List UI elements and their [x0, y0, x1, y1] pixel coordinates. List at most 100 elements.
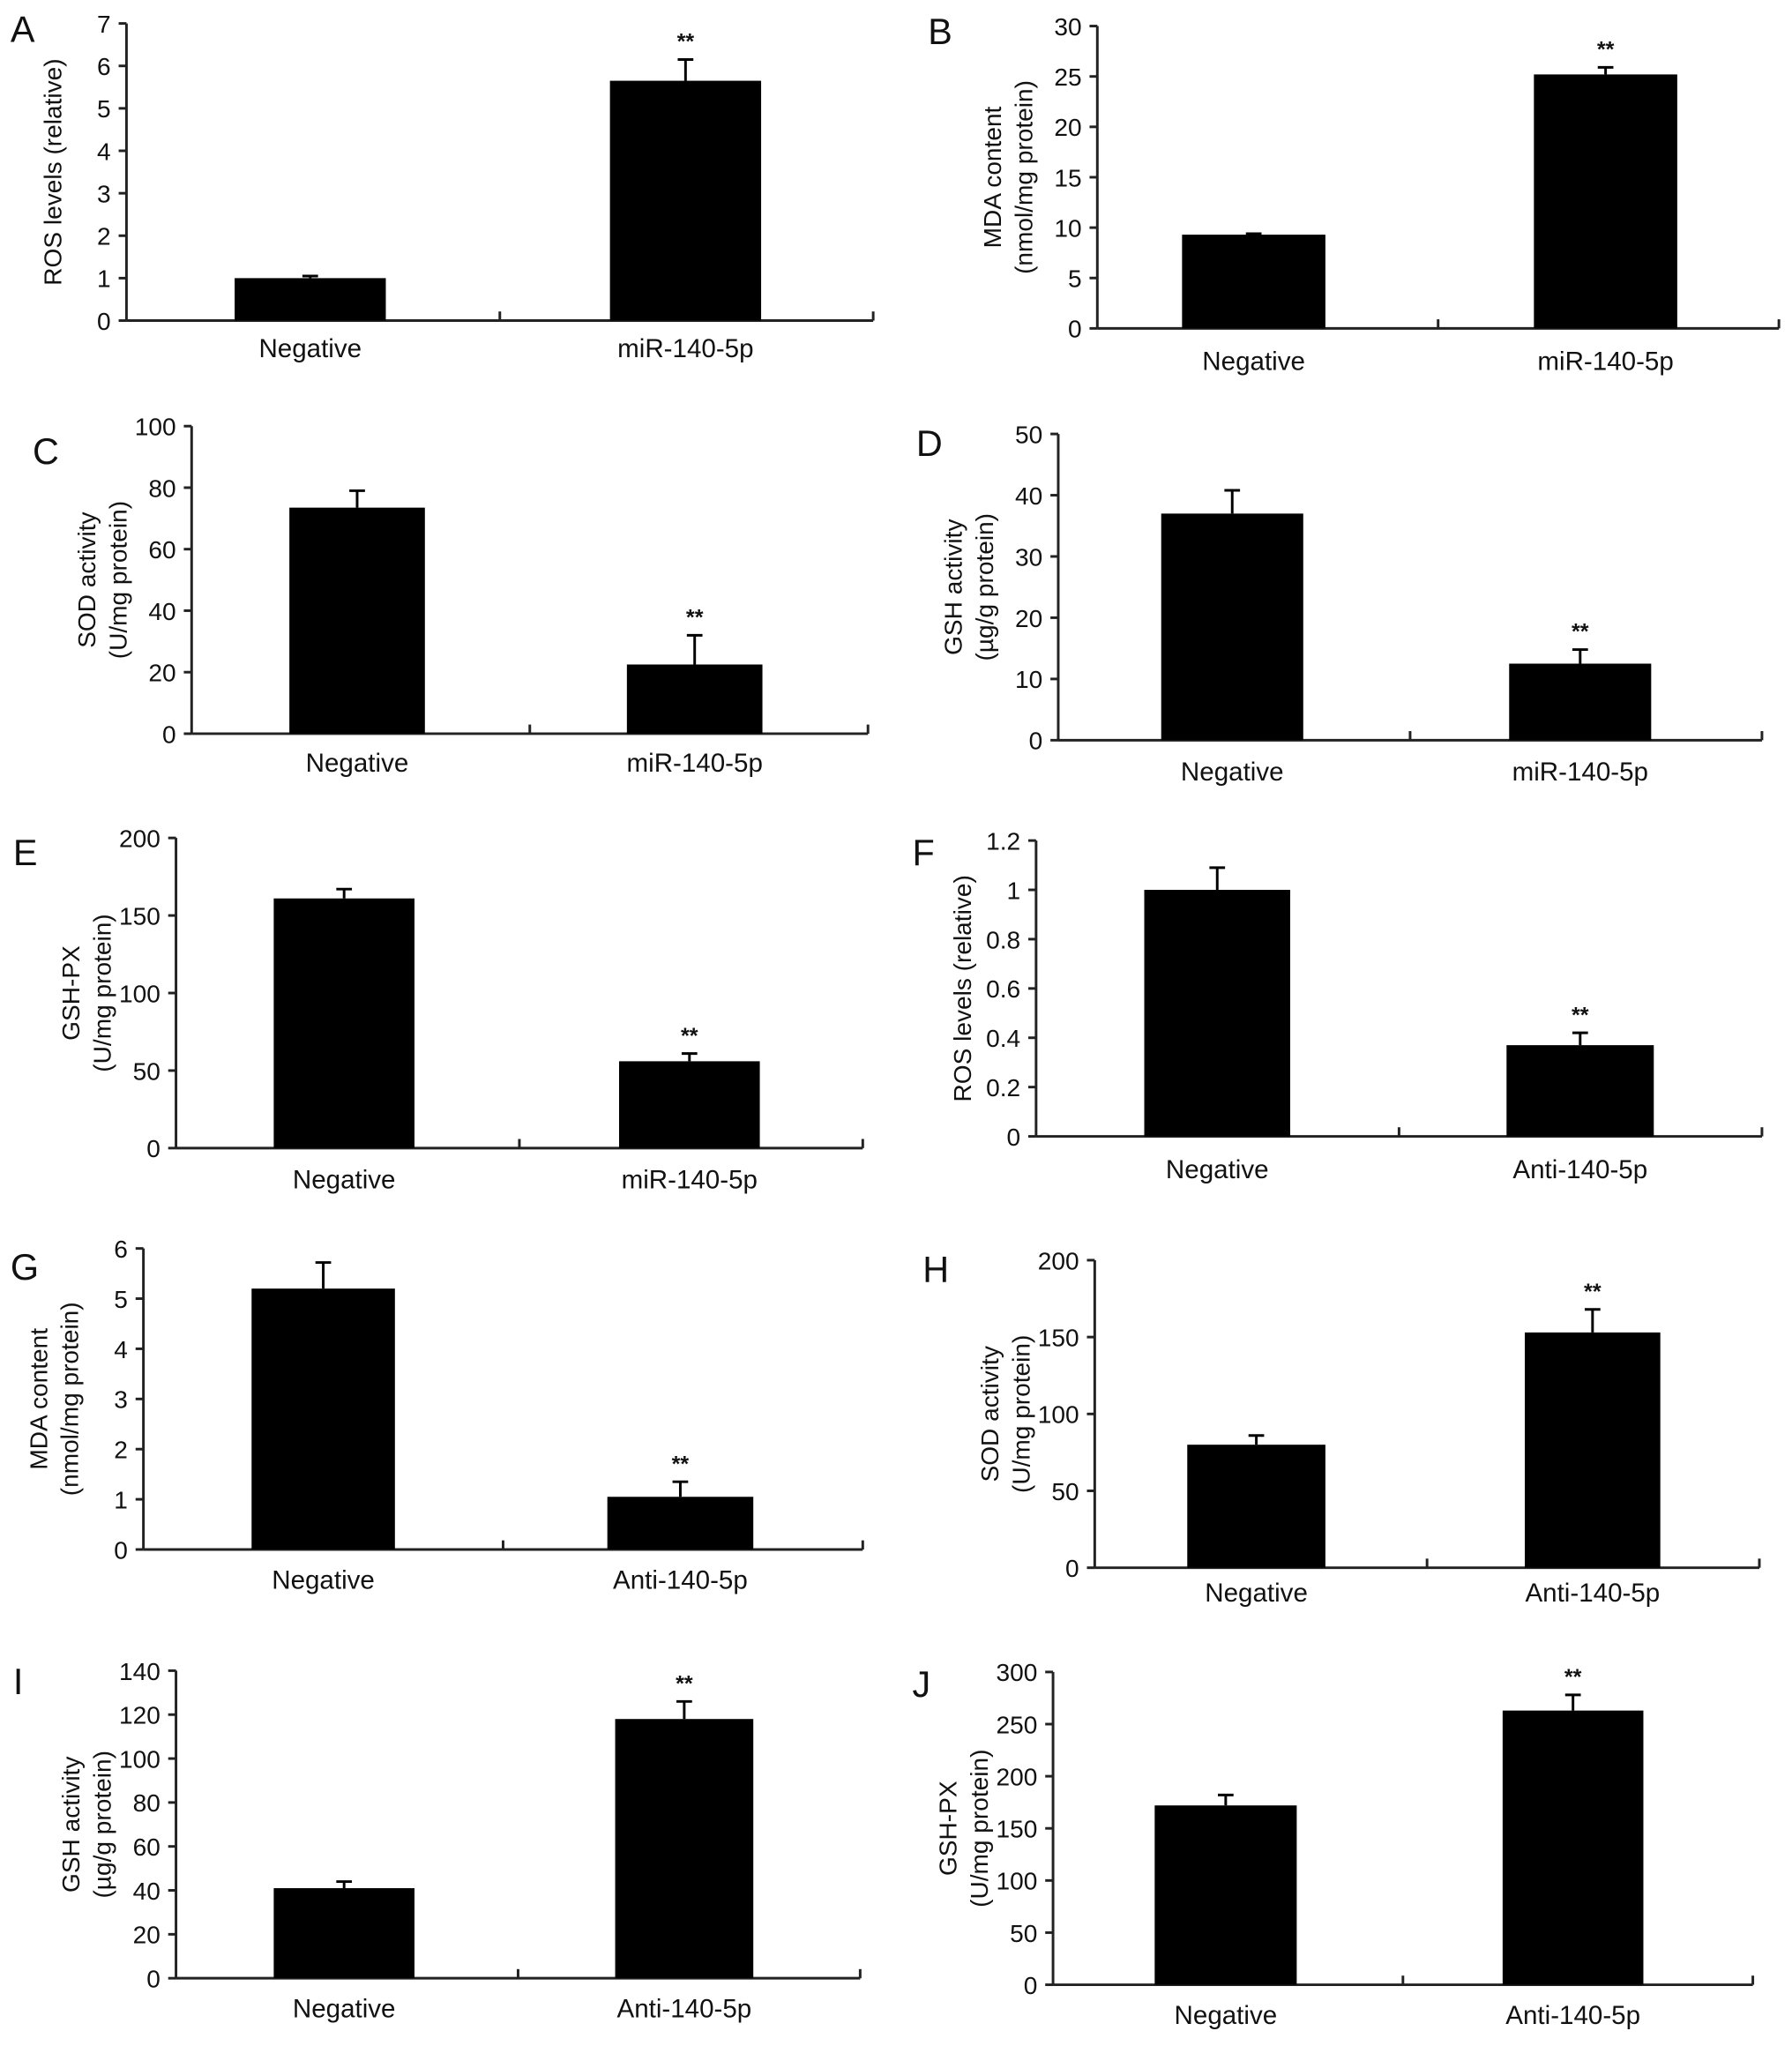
y-tick-label: 4: [97, 138, 111, 165]
y-tick-label: 100: [997, 1868, 1038, 1895]
bar-negative: [1144, 890, 1291, 1137]
bar-negative: [1154, 1805, 1297, 1985]
bar-anti-140-5p: [1506, 1045, 1654, 1137]
panel-letter: C: [33, 431, 59, 472]
y-tick-label: 100: [1038, 1401, 1079, 1429]
y-tick-label: 4: [114, 1336, 128, 1363]
category-label: Anti-140-5p: [1512, 1155, 1647, 1184]
category-label: Negative: [293, 1994, 396, 2023]
panel-f: F 0 0.2 0.4 0.6 0.8 1 1.2 ROS levels (relative) N…: [912, 827, 1764, 1184]
category-label: Anti-140-5p: [616, 1994, 751, 2023]
significance-marker: **: [1572, 1003, 1589, 1027]
category-label: Negative: [293, 1166, 396, 1195]
panel-letter: A: [11, 9, 35, 49]
panel-letter: E: [13, 833, 38, 873]
significance-marker: **: [677, 30, 695, 55]
y-tick-label: 80: [133, 1789, 161, 1817]
bar-mir-140-5p: [1534, 74, 1677, 329]
y-tick-label: 0: [114, 1536, 128, 1564]
y-tick-label: 25: [1054, 63, 1081, 91]
y-tick-label: 40: [1015, 482, 1042, 510]
y-axis-label: (nmol/mg protein): [1010, 80, 1037, 274]
y-tick-label: 20: [1054, 114, 1081, 141]
y-tick-label: 0: [1007, 1124, 1021, 1151]
y-tick-label: 60: [133, 1833, 161, 1861]
bar-anti-140-5p: [615, 1719, 754, 1979]
y-tick-label: 100: [135, 414, 176, 441]
y-tick-label: 1: [114, 1486, 128, 1513]
panel-d: D 0 10 20 30 40 50 GSH activity (µg/g protein) Ne…: [916, 421, 1764, 787]
category-label: miR-140-5p: [617, 334, 753, 363]
category-label: miR-140-5p: [1512, 758, 1648, 787]
category-label: Negative: [1205, 1579, 1308, 1608]
y-axis-label: SOD activity: [976, 1346, 1004, 1482]
y-tick-label: 20: [133, 1922, 161, 1949]
significance-marker: **: [1584, 1280, 1602, 1304]
panel-letter: F: [912, 833, 934, 873]
y-tick-label: 7: [97, 11, 111, 38]
y-tick-label: 0.6: [986, 975, 1020, 1003]
y-axis-label: (U/mg protein): [89, 914, 116, 1072]
y-tick-label: 60: [148, 536, 175, 564]
y-axis-label: GSH-PX: [935, 1781, 962, 1876]
y-tick-label: 1: [97, 265, 111, 293]
significance-marker: **: [1572, 620, 1589, 645]
y-tick-label: 10: [1015, 666, 1042, 693]
bar-negative: [1182, 235, 1325, 329]
category-label: Negative: [1166, 1155, 1269, 1184]
y-axis-label: MDA content: [979, 106, 1006, 248]
y-tick-label: 30: [1054, 13, 1081, 41]
significance-marker: **: [681, 1024, 698, 1049]
y-tick-label: 30: [1015, 543, 1042, 571]
y-tick-label: 0.2: [986, 1074, 1020, 1101]
category-label: miR-140-5p: [622, 1166, 758, 1195]
panel-e: E 0 50 100 150 200 GSH-PX (U/mg protein) Negativ…: [13, 825, 864, 1195]
panel-letter: D: [916, 423, 943, 464]
y-tick-label: 0: [162, 721, 176, 748]
y-tick-label: 0: [146, 1966, 161, 1993]
category-label: Negative: [1181, 758, 1284, 787]
y-axis-label: (µg/g protein): [89, 1751, 116, 1898]
y-tick-label: 150: [119, 902, 161, 930]
y-tick-label: 0: [1068, 316, 1082, 343]
y-tick-label: 2: [114, 1437, 128, 1464]
significance-marker: **: [1597, 38, 1615, 63]
category-label: Anti-140-5p: [613, 1565, 748, 1594]
y-tick-label: 50: [1051, 1478, 1079, 1505]
y-tick-label: 6: [97, 53, 111, 80]
panel-h: H 0 50 100 150 200 SOD activity (U/mg protein) N…: [922, 1247, 1761, 1608]
panel-b: B 0 5 10 15 20 25 30 MDA content (nmol/mg protein…: [928, 11, 1781, 377]
y-tick-label: 120: [119, 1702, 161, 1729]
y-tick-label: 150: [997, 1816, 1038, 1843]
category-label: Negative: [306, 749, 409, 778]
y-tick-label: 250: [997, 1711, 1038, 1738]
panel-letter: B: [928, 11, 952, 52]
y-tick-label: 5: [1068, 265, 1082, 293]
category-label: Anti-140-5p: [1505, 2001, 1640, 2030]
y-axis-label: (nmol/mg protein): [56, 1302, 84, 1496]
y-tick-label: 200: [119, 825, 161, 853]
bar-mir-140-5p: [609, 80, 762, 321]
bar-negative: [251, 1288, 395, 1549]
y-tick-label: 150: [1038, 1324, 1079, 1351]
y-tick-label: 300: [997, 1659, 1038, 1686]
y-tick-label: 50: [1010, 1920, 1037, 1947]
y-axis-label: (µg/g protein): [971, 513, 998, 661]
y-tick-label: 200: [1038, 1247, 1079, 1274]
y-tick-label: 200: [997, 1763, 1038, 1790]
panel-i: I 0 20 40 60 80 100 120 140 GSH activity (µg/g pro…: [13, 1658, 862, 2023]
y-axis-label: (U/mg protein): [966, 1750, 993, 1908]
bar-mir-140-5p: [626, 664, 763, 734]
bar-negative: [273, 1888, 414, 1979]
category-label: Negative: [272, 1565, 375, 1594]
category-label: Negative: [1202, 347, 1305, 377]
y-axis-label: (U/mg protein): [1007, 1335, 1034, 1493]
bar-negative: [289, 507, 425, 734]
y-tick-label: 15: [1054, 164, 1081, 191]
y-axis-label: GSH activity: [940, 519, 967, 655]
y-tick-label: 0: [146, 1135, 161, 1162]
y-tick-label: 10: [1054, 214, 1081, 242]
category-label: miR-140-5p: [1537, 347, 1673, 377]
bar-negative: [1187, 1445, 1325, 1568]
